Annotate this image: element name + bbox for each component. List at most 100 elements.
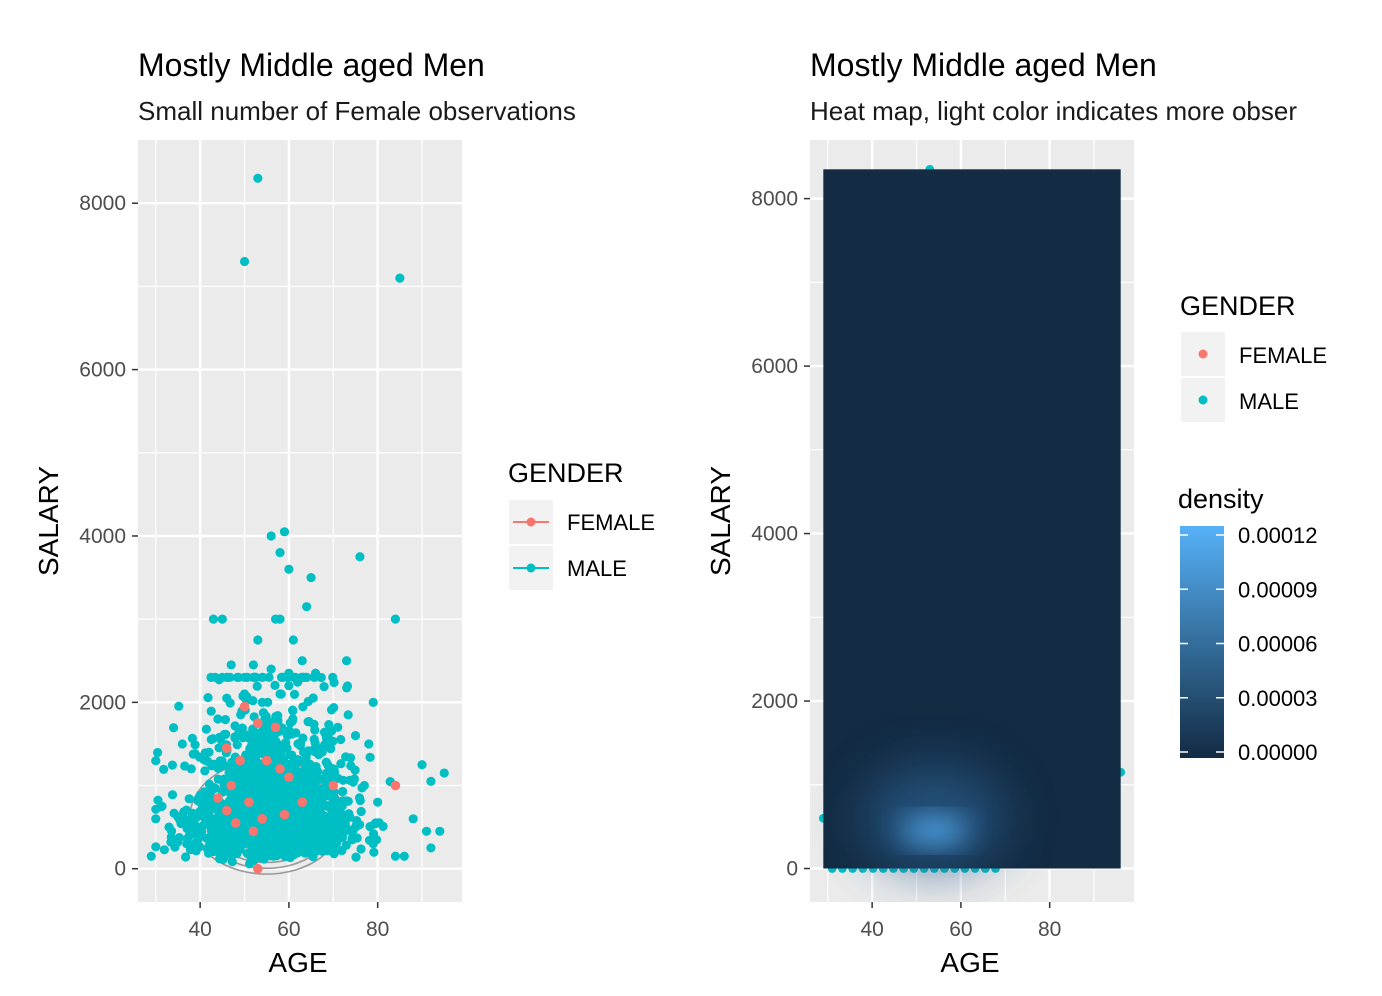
- scatter-point-male: [408, 814, 418, 824]
- scatter-point-male: [206, 706, 216, 716]
- scatter-point-male: [260, 778, 271, 788]
- scatter-point-male: [355, 552, 365, 562]
- y-tick-label: 0: [786, 858, 798, 881]
- colorbar-gradient: [1180, 526, 1224, 758]
- scatter-point-male: [341, 752, 351, 762]
- x-tick-label: 60: [949, 918, 972, 941]
- scatter-point-male: [303, 789, 313, 799]
- scatter-point-male: [248, 660, 258, 670]
- scatter-point-male: [356, 806, 366, 817]
- scatter-point-male: [223, 832, 233, 842]
- scatter-point-male: [346, 761, 356, 771]
- scatter-point-male: [275, 689, 285, 699]
- scatter-point-male: [235, 844, 245, 855]
- scatter-point-male: [309, 734, 319, 744]
- colorbar-tick-label: 0.00006: [1238, 632, 1318, 657]
- scatter-point-male: [289, 825, 299, 836]
- panel2-title: Mostly Middle aged Men: [810, 47, 1157, 83]
- scatter-point-male: [146, 851, 156, 861]
- scatter-point-male: [190, 749, 200, 759]
- scatter-panel: Mostly Middle aged Men Small number of F…: [33, 47, 655, 978]
- x-tick-label: 80: [1038, 918, 1061, 941]
- scatter-point-male: [254, 834, 264, 844]
- colorbar-title: density: [1178, 484, 1264, 514]
- panel1-y-axis-label: SALARY: [33, 466, 64, 576]
- scatter-point-male: [317, 821, 327, 831]
- scatter-point-female: [226, 780, 237, 791]
- panel1-legend-label-male: MALE: [567, 556, 627, 581]
- scatter-point-male: [244, 759, 254, 769]
- panel2-legend-title: GENDER: [1180, 291, 1296, 321]
- scatter-point-female: [244, 797, 254, 807]
- y-tick-label: 4000: [751, 523, 798, 546]
- scatter-point-male: [219, 761, 229, 771]
- scatter-point-male: [268, 787, 278, 797]
- scatter-point-male: [286, 797, 296, 807]
- scatter-point-male: [257, 672, 267, 683]
- scatter-point-male: [164, 822, 174, 832]
- scatter-point-male: [277, 790, 287, 800]
- scatter-point-male: [206, 734, 216, 745]
- y-tick-label: 8000: [751, 188, 798, 211]
- scatter-point-male: [271, 711, 281, 722]
- panel2-subtitle: Heat map, light color indicates more obs…: [810, 96, 1297, 126]
- scatter-point-male: [284, 681, 294, 691]
- scatter-point-male: [368, 697, 378, 707]
- scatter-point-male: [336, 759, 346, 769]
- scatter-point-male: [340, 819, 350, 829]
- scatter-point-male: [399, 851, 409, 861]
- scatter-point-male: [219, 729, 229, 740]
- scatter-point-male: [159, 845, 169, 855]
- scatter-point-female: [213, 793, 223, 803]
- x-tick-label: 40: [188, 918, 211, 941]
- scatter-point-male: [219, 779, 229, 789]
- x-tick-label: 80: [366, 918, 389, 941]
- scatter-point-male: [302, 602, 312, 612]
- scatter-point-male: [262, 734, 272, 744]
- scatter-point-male: [174, 701, 184, 711]
- scatter-point-male: [273, 839, 283, 849]
- scatter-point-male: [227, 759, 237, 770]
- x-tick-label: 60: [277, 918, 300, 941]
- scatter-point-male: [253, 635, 263, 645]
- scatter-point-male: [337, 787, 348, 797]
- scatter-point-male: [204, 779, 214, 789]
- panel1-legend-title: GENDER: [508, 458, 624, 488]
- scatter-point-male: [220, 715, 230, 725]
- scatter-point-female: [279, 809, 290, 820]
- scatter-point-male: [310, 668, 321, 678]
- scatter-point-male: [342, 683, 352, 693]
- scatter-point-male: [218, 854, 228, 865]
- scatter-point-male: [177, 739, 187, 749]
- panel2-x-axis-label: AGE: [940, 947, 999, 978]
- scatter-point-male: [368, 839, 378, 849]
- scatter-point-male: [204, 747, 214, 757]
- scatter-point-male: [287, 729, 297, 739]
- panel2-y-axis: 0 2000 4000 6000 8000: [751, 188, 810, 881]
- scatter-point-male: [356, 844, 366, 854]
- heatmap-glow-outer: [864, 766, 1005, 871]
- scatter-point-male: [253, 173, 263, 183]
- scatter-point-female: [239, 701, 250, 712]
- scatter-point-male: [270, 680, 280, 691]
- legend-key-female-point: [526, 517, 536, 527]
- scatter-point-male: [247, 751, 257, 761]
- scatter-point-male: [288, 788, 298, 798]
- scatter-point-male: [205, 802, 215, 813]
- y-tick-label: 0: [114, 858, 126, 881]
- scatter-point-male: [206, 834, 216, 844]
- scatter-point-male: [170, 842, 180, 852]
- scatter-point-male: [317, 846, 327, 856]
- scatter-point-male: [181, 852, 191, 862]
- scatter-point-male: [349, 774, 359, 784]
- scatter-point-male: [228, 772, 238, 782]
- scatter-point-male: [333, 807, 343, 817]
- scatter-point-male: [153, 795, 163, 805]
- scatter-point-male: [320, 791, 331, 801]
- scatter-point-male: [297, 656, 307, 666]
- scatter-point-male: [266, 664, 276, 674]
- y-tick-label: 2000: [79, 691, 126, 714]
- scatter-point-female: [297, 797, 308, 807]
- scatter-point-male: [329, 835, 339, 845]
- scatter-point-male: [184, 794, 194, 804]
